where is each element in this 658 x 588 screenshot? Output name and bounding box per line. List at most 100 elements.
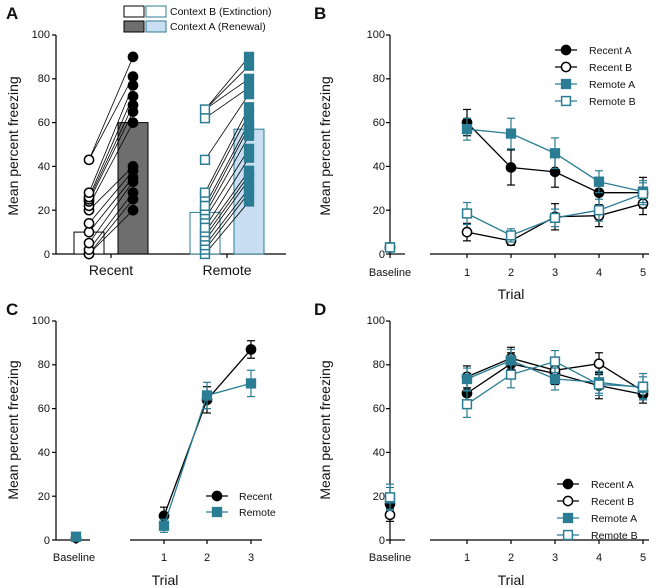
data-point [637, 188, 649, 199]
point-remote-a [243, 73, 255, 84]
point-remote-a [243, 165, 255, 176]
ytick-label-d-80: 80 [373, 359, 385, 371]
pair-line [204, 93, 250, 161]
legend-marker [560, 78, 572, 90]
data-point [158, 520, 170, 531]
xtick-label-c-3: 3 [248, 552, 254, 564]
ytick-label-c-0: 0 [44, 535, 50, 547]
data-point [505, 230, 517, 241]
data-point [384, 492, 396, 503]
ytick-label-c-20: 20 [38, 491, 50, 503]
pair-line [88, 56, 134, 160]
data-point [549, 373, 561, 385]
plot-b [384, 34, 649, 258]
data-point [461, 373, 473, 385]
data-point [461, 208, 473, 219]
xtick-label-d-3: 3 [552, 552, 558, 564]
point-remote-b [199, 104, 211, 115]
xtick-label-c-1: 1 [161, 552, 167, 564]
xtick-label-c-baseline: Baseline [53, 552, 95, 564]
pair-line [88, 96, 134, 198]
ytick-label-a-0: 0 [44, 249, 50, 261]
point-remote-a [243, 82, 255, 93]
legend-label-d-remote-b: Remote B [591, 530, 638, 542]
pair-line [88, 198, 134, 255]
ytick-label-d-0: 0 [379, 535, 385, 547]
xtick-label-b-4: 4 [596, 267, 602, 279]
ylabel-c: Mean percent freezing [5, 360, 21, 499]
point-remote-b [199, 187, 211, 198]
ytick-label-a-20: 20 [38, 205, 50, 217]
y-ticks-a [52, 34, 228, 258]
series-b-recent-a [384, 108, 649, 253]
xtick-label-b-5: 5 [640, 267, 646, 279]
series-b-remote-a [384, 117, 649, 253]
xtick-label-d-2: 2 [508, 552, 514, 564]
ytick-label-a-40: 40 [38, 161, 50, 173]
point-remote-a [243, 143, 255, 155]
data-point [461, 226, 473, 238]
point-remote-b [199, 113, 211, 124]
ytick-label-b-20: 20 [373, 205, 385, 217]
data-point [593, 379, 605, 390]
point-recent-a [127, 51, 139, 63]
data-point [549, 148, 561, 159]
panel-letter-d: D [314, 300, 326, 319]
legend-marker [560, 95, 572, 107]
pair-line [204, 135, 250, 215]
plot-d [384, 320, 649, 544]
pair-line [88, 192, 134, 250]
pair-line [204, 107, 250, 193]
ylabel-d: Mean percent freezing [317, 360, 333, 499]
series-d-remote-b [384, 349, 649, 512]
point-remote-a [243, 130, 255, 141]
ytick-label-b-0: 0 [379, 249, 385, 261]
legend-b: Recent A Recent B Remote A Remote B [589, 45, 636, 108]
category-label-remote: Remote [202, 262, 251, 278]
legend-label-d-remote-a: Remote A [591, 513, 637, 525]
point-recent-a [127, 99, 139, 111]
point-recent-b [83, 226, 95, 238]
point-remote-a [243, 102, 255, 113]
individual-lines-a [88, 56, 250, 255]
legend-swatch-b-black [123, 5, 145, 18]
ytick-label-b-60: 60 [373, 117, 385, 129]
series-line [163, 349, 252, 517]
ytick-label-a-80: 80 [38, 73, 50, 85]
xtick-label-d-1: 1 [464, 552, 470, 564]
panel-letter-b: B [314, 4, 326, 23]
point-remote-a [243, 152, 255, 163]
xtick-label-b-2: 2 [508, 267, 514, 279]
pair-line [204, 148, 250, 220]
ytick-label-b-100: 100 [367, 29, 385, 41]
data-point [70, 531, 82, 542]
legend-d: Recent A Recent B Remote A Remote B [591, 479, 638, 542]
pair-line [204, 157, 250, 228]
legend-markers-c [206, 490, 228, 518]
data-point [593, 205, 605, 216]
plot-c [52, 320, 262, 544]
point-recent-a [127, 187, 139, 199]
legend-marker [562, 478, 574, 490]
xtick-label-b-1: 1 [464, 267, 470, 279]
pair-line [88, 166, 134, 211]
legend-label-b-remote-b: Remote B [589, 96, 636, 108]
series-b-remote-b [384, 182, 649, 253]
point-remote-a [243, 51, 255, 63]
data-point [637, 381, 649, 392]
legend-label-c-remote: Remote [239, 507, 276, 519]
point-remote-a [243, 117, 255, 128]
pair-line [88, 104, 134, 200]
data-point [549, 212, 561, 224]
legend-marker [562, 512, 574, 524]
legend-label-d-recent-a: Recent A [591, 479, 634, 491]
ytick-label-c-60: 60 [38, 403, 50, 415]
point-recent-a [127, 71, 139, 82]
point-recent-a [127, 161, 139, 172]
ytick-label-d-60: 60 [373, 403, 385, 415]
pair-line [88, 111, 134, 202]
pair-line [204, 65, 250, 110]
xlabel-b: Trial [498, 286, 525, 302]
point-recent-b [83, 154, 95, 166]
